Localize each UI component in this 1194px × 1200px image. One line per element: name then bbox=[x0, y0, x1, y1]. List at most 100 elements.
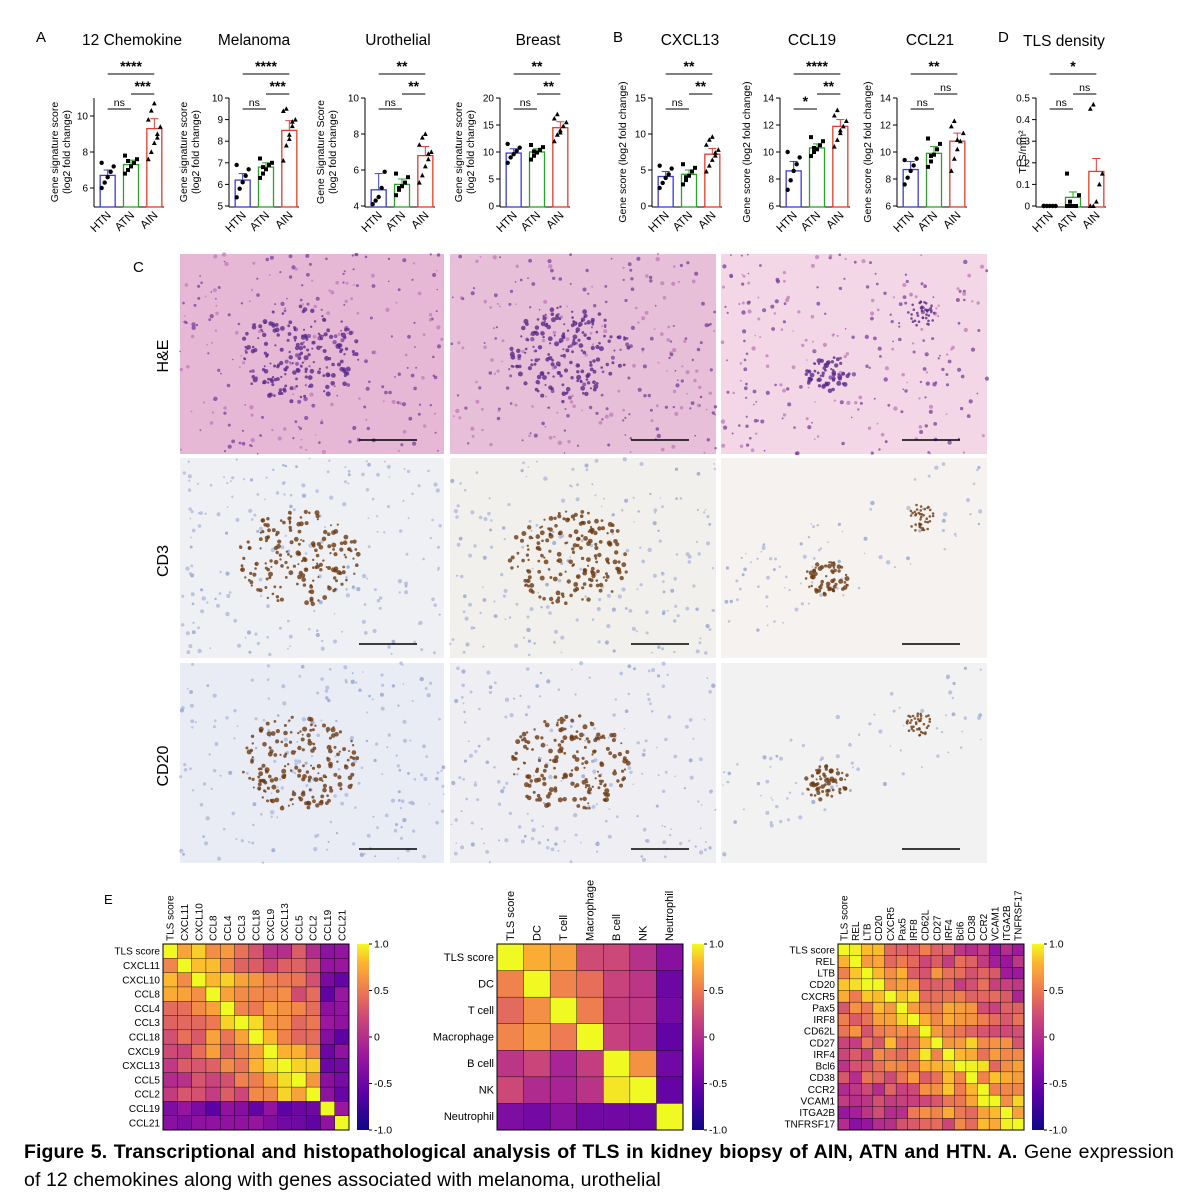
stained-cell bbox=[623, 337, 627, 341]
heatmap-cell bbox=[1000, 1071, 1013, 1085]
chart-title: CCL21 bbox=[906, 32, 954, 49]
cell-nucleus bbox=[486, 737, 490, 741]
stained-cell bbox=[611, 732, 617, 738]
heatmap-cell bbox=[988, 1094, 1002, 1108]
cell-nucleus bbox=[782, 621, 785, 624]
cell-nucleus bbox=[641, 316, 646, 321]
stained-cell bbox=[283, 724, 287, 727]
x-tick-label: AIN bbox=[1080, 210, 1102, 232]
cell-nucleus bbox=[308, 627, 311, 631]
cell-nucleus bbox=[465, 642, 470, 647]
stained-cell bbox=[547, 356, 550, 360]
cell-nucleus bbox=[801, 744, 806, 748]
cell-nucleus bbox=[943, 512, 948, 517]
heatmap-col-label: IRF8 bbox=[909, 919, 920, 941]
cell-nucleus bbox=[674, 411, 679, 416]
heatmap-cell bbox=[965, 1025, 979, 1038]
heatmap-cell bbox=[895, 967, 909, 980]
stained-cell bbox=[559, 720, 564, 725]
stained-cell bbox=[297, 574, 302, 580]
stained-cell bbox=[915, 503, 918, 507]
cell-nucleus bbox=[675, 497, 678, 500]
cell-nucleus bbox=[222, 827, 226, 831]
stained-cell bbox=[303, 394, 307, 398]
cell-nucleus bbox=[181, 594, 185, 598]
heatmap-cell bbox=[205, 1043, 221, 1059]
cell-nucleus bbox=[624, 709, 629, 713]
cell-nucleus bbox=[358, 688, 362, 692]
heatmap-cell bbox=[656, 1076, 684, 1104]
data-point bbox=[834, 107, 840, 113]
cell-nucleus bbox=[884, 366, 889, 371]
cell-nucleus bbox=[631, 626, 637, 632]
cell-nucleus bbox=[197, 296, 201, 300]
bar bbox=[146, 127, 163, 208]
heatmap-col-label: CCL3 bbox=[237, 915, 248, 941]
heatmap-cell bbox=[291, 1086, 307, 1102]
heatmap-cell bbox=[334, 1086, 350, 1102]
heatmap-cell bbox=[205, 943, 221, 959]
data-point bbox=[834, 137, 840, 142]
heatmap-cell bbox=[220, 943, 236, 959]
heatmap-cell bbox=[849, 1083, 862, 1096]
cell-nucleus bbox=[497, 780, 501, 784]
y-tick-label: 9 bbox=[217, 115, 223, 126]
cell-nucleus bbox=[343, 270, 346, 273]
heatmap-cell bbox=[191, 1086, 207, 1102]
cell-nucleus bbox=[635, 630, 638, 633]
stained-cell bbox=[296, 368, 301, 373]
cell-nucleus bbox=[251, 369, 255, 373]
cell-nucleus bbox=[732, 391, 735, 395]
heatmap-cell bbox=[1000, 1013, 1013, 1026]
heatmap-cell bbox=[177, 943, 193, 959]
cell-nucleus bbox=[664, 825, 666, 828]
cell-nucleus bbox=[468, 753, 474, 758]
cell-nucleus bbox=[438, 613, 441, 616]
heatmap-col-label: CXCL10 bbox=[194, 903, 205, 941]
y-tick-label: 10 bbox=[483, 148, 495, 159]
stained-cell bbox=[593, 554, 598, 558]
cell-nucleus bbox=[745, 382, 748, 386]
cell-nucleus bbox=[869, 507, 873, 511]
stained-cell bbox=[319, 336, 324, 341]
cell-nucleus bbox=[397, 857, 400, 860]
cell-nucleus bbox=[304, 761, 308, 765]
cell-nucleus bbox=[956, 287, 960, 291]
cell-nucleus bbox=[660, 332, 664, 336]
cell-nucleus bbox=[925, 371, 929, 374]
cell-nucleus bbox=[870, 451, 874, 455]
heatmap-cell bbox=[861, 1001, 874, 1015]
stained-cell bbox=[304, 367, 308, 371]
cell-nucleus bbox=[390, 652, 393, 655]
cell-nucleus bbox=[961, 730, 964, 733]
cell-nucleus bbox=[393, 828, 398, 833]
cell-nucleus bbox=[629, 437, 633, 440]
cell-nucleus bbox=[581, 774, 586, 779]
bar bbox=[902, 168, 919, 208]
stained-cell bbox=[582, 796, 587, 801]
cell-nucleus bbox=[660, 571, 665, 576]
cell-nucleus bbox=[703, 848, 707, 852]
cell-nucleus bbox=[647, 547, 652, 553]
stained-cell bbox=[585, 378, 589, 381]
cell-nucleus bbox=[460, 845, 465, 850]
stained-cell bbox=[353, 572, 356, 575]
heatmap-cell bbox=[837, 1083, 851, 1096]
stained-cell bbox=[582, 392, 585, 395]
stained-cell bbox=[820, 583, 824, 587]
cell-nucleus bbox=[963, 298, 966, 302]
cell-nucleus bbox=[535, 523, 539, 527]
cell-nucleus bbox=[747, 300, 751, 304]
cell-nucleus bbox=[738, 424, 741, 427]
cell-nucleus bbox=[422, 744, 426, 749]
cell-nucleus bbox=[287, 647, 289, 650]
heatmap-cell bbox=[965, 1048, 979, 1061]
heatmap-cell bbox=[895, 1025, 909, 1038]
stained-cell bbox=[339, 359, 344, 364]
heatmap-cell bbox=[205, 1086, 221, 1102]
cell-nucleus bbox=[465, 797, 469, 801]
heatmap-cell bbox=[872, 1083, 886, 1096]
cell-nucleus bbox=[235, 458, 238, 461]
heatmap-cell bbox=[576, 1050, 604, 1078]
